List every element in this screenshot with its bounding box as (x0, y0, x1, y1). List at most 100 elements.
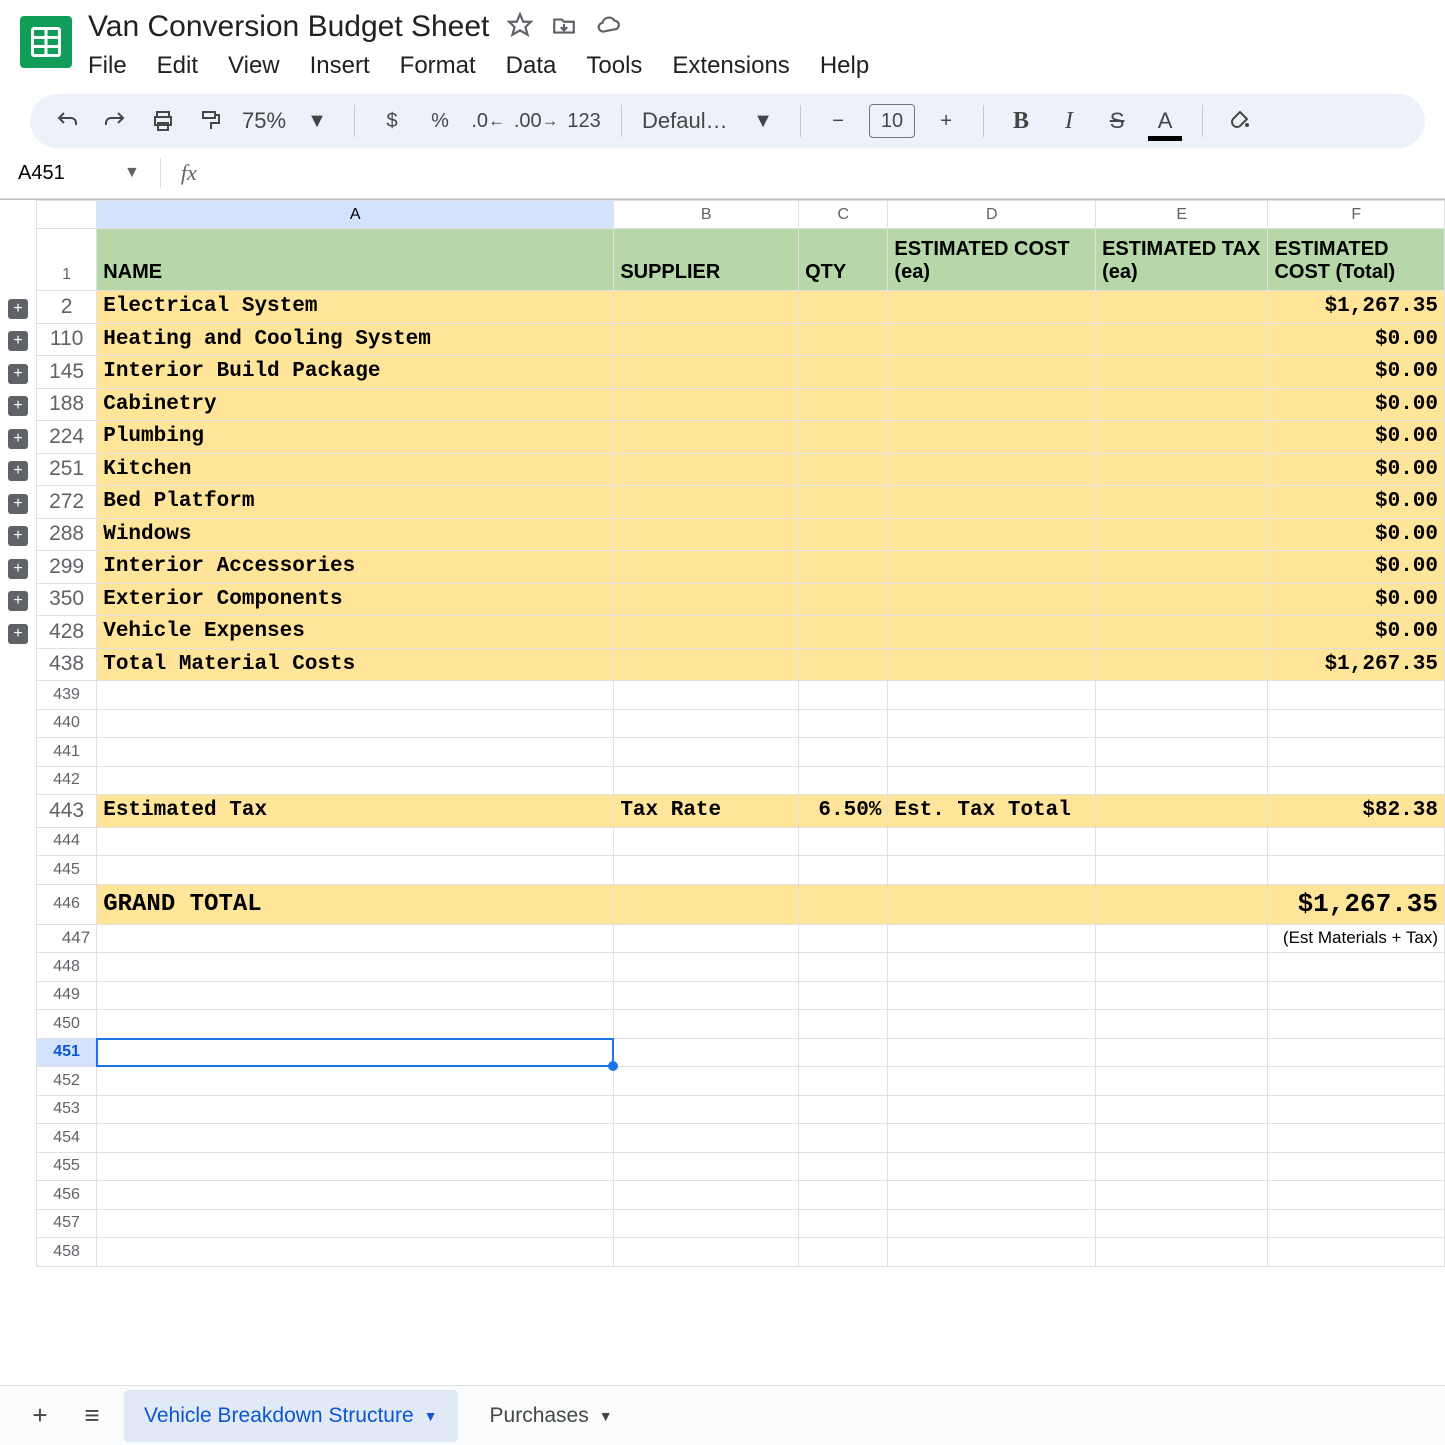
row-num[interactable]: 457 (37, 1209, 97, 1238)
tab-dropdown-icon[interactable]: ▼ (599, 1408, 613, 1424)
cat-total[interactable]: $0.00 (1268, 486, 1445, 519)
expand-icon[interactable]: + (8, 331, 28, 351)
row-num[interactable]: 448 (37, 953, 97, 982)
row-num[interactable]: 456 (37, 1181, 97, 1210)
undo-icon[interactable] (50, 104, 84, 138)
cat-total[interactable]: $0.00 (1268, 356, 1445, 389)
expand-icon[interactable]: + (8, 461, 28, 481)
fontsize-input[interactable]: 10 (869, 104, 915, 138)
note-text[interactable]: (Est Materials + Tax) (1268, 924, 1445, 953)
col-A[interactable]: A (97, 201, 614, 229)
row-num[interactable]: 453 (37, 1095, 97, 1124)
row-num[interactable]: 442 (37, 766, 97, 795)
cat-name[interactable]: Plumbing (97, 421, 614, 454)
menu-format[interactable]: Format (400, 52, 476, 80)
tax-rate-label[interactable]: Tax Rate (614, 795, 799, 828)
menu-insert[interactable]: Insert (310, 52, 370, 80)
expand-icon[interactable]: + (8, 396, 28, 416)
hdr-est-cost-total[interactable]: ESTIMATED COST (Total) (1268, 229, 1445, 291)
print-icon[interactable] (146, 104, 180, 138)
cat-total[interactable]: $0.00 (1268, 616, 1445, 649)
expand-icon[interactable]: + (8, 429, 28, 449)
menu-view[interactable]: View (228, 52, 280, 80)
col-F[interactable]: F (1268, 201, 1445, 229)
cat-total[interactable]: $1,267.35 (1268, 648, 1445, 681)
row-num[interactable]: 451 (37, 1038, 97, 1067)
add-sheet-icon[interactable]: + (20, 1396, 60, 1436)
cat-name[interactable]: Interior Build Package (97, 356, 614, 389)
row-num[interactable]: 443 (37, 795, 97, 828)
menu-data[interactable]: Data (506, 52, 557, 80)
cat-total[interactable]: $0.00 (1268, 421, 1445, 454)
row-num[interactable]: 224 (37, 421, 97, 454)
fill-color-icon[interactable] (1223, 104, 1257, 138)
font-family-dropdown[interactable]: Defaul… (642, 108, 732, 134)
font-dropdown-icon[interactable]: ▼ (746, 104, 780, 138)
cat-name[interactable]: Total Material Costs (97, 648, 614, 681)
row-num[interactable]: 449 (37, 981, 97, 1010)
hdr-supplier[interactable]: SUPPLIER (614, 229, 799, 291)
cat-name[interactable]: Vehicle Expenses (97, 616, 614, 649)
cat-name[interactable]: Bed Platform (97, 486, 614, 519)
doc-title[interactable]: Van Conversion Budget Sheet (88, 10, 489, 44)
row-num[interactable]: 441 (37, 738, 97, 767)
currency-icon[interactable]: $ (375, 104, 409, 138)
cat-total[interactable]: $0.00 (1268, 518, 1445, 551)
row-num[interactable]: 444 (37, 827, 97, 856)
row-num[interactable]: 447 (37, 924, 97, 953)
row-num[interactable]: 145 (37, 356, 97, 389)
expand-icon[interactable]: + (8, 299, 28, 319)
increase-decimal-icon[interactable]: .00→ (519, 104, 553, 138)
expand-icon[interactable]: + (8, 559, 28, 579)
row-num[interactable]: 288 (37, 518, 97, 551)
strikethrough-icon[interactable]: S (1100, 104, 1134, 138)
cat-total[interactable]: $1,267.35 (1268, 291, 1445, 324)
more-formats-icon[interactable]: 123 (567, 104, 601, 138)
tab-purchases[interactable]: Purchases ▼ (470, 1390, 633, 1442)
expand-icon[interactable]: + (8, 624, 28, 644)
hdr-est-cost-ea[interactable]: ESTIMATED COST (ea) (888, 229, 1096, 291)
tax-label[interactable]: Estimated Tax (97, 795, 614, 828)
col-B[interactable]: B (614, 201, 799, 229)
menu-extensions[interactable]: Extensions (672, 52, 789, 80)
star-icon[interactable] (507, 12, 533, 43)
cat-total[interactable]: $0.00 (1268, 388, 1445, 421)
row-num[interactable]: 455 (37, 1152, 97, 1181)
cat-total[interactable]: $0.00 (1268, 583, 1445, 616)
expand-icon[interactable]: + (8, 526, 28, 546)
menu-file[interactable]: File (88, 52, 127, 80)
row-num[interactable]: 251 (37, 453, 97, 486)
row-num[interactable]: 438 (37, 648, 97, 681)
decrease-decimal-icon[interactable]: .0← (471, 104, 505, 138)
row-num[interactable]: 272 (37, 486, 97, 519)
expand-icon[interactable]: + (8, 591, 28, 611)
row-num[interactable]: 439 (37, 681, 97, 710)
zoom-dropdown-icon[interactable]: ▼ (300, 104, 334, 138)
cat-name[interactable]: Interior Accessories (97, 551, 614, 584)
menu-help[interactable]: Help (820, 52, 869, 80)
sheets-logo[interactable] (20, 16, 72, 68)
menu-tools[interactable]: Tools (586, 52, 642, 80)
row-num[interactable]: 454 (37, 1124, 97, 1153)
row-num[interactable]: 2 (37, 291, 97, 324)
row-num[interactable]: 110 (37, 323, 97, 356)
cat-name[interactable]: Cabinetry (97, 388, 614, 421)
fontsize-decrease-icon[interactable]: − (821, 104, 855, 138)
cell[interactable] (1096, 795, 1268, 828)
row-num[interactable]: 440 (37, 709, 97, 738)
cat-name[interactable]: Electrical System (97, 291, 614, 324)
menu-edit[interactable]: Edit (157, 52, 198, 80)
cat-name[interactable]: Heating and Cooling System (97, 323, 614, 356)
redo-icon[interactable] (98, 104, 132, 138)
all-sheets-icon[interactable]: ≡ (72, 1396, 112, 1436)
cloud-icon[interactable] (595, 12, 621, 43)
tab-active[interactable]: Vehicle Breakdown Structure ▼ (124, 1390, 458, 1442)
cat-name[interactable]: Exterior Components (97, 583, 614, 616)
row-num[interactable]: 445 (37, 856, 97, 885)
tax-total-label[interactable]: Est. Tax Total (888, 795, 1096, 828)
text-color-icon[interactable]: A (1148, 104, 1182, 138)
zoom-level[interactable]: 75% (242, 108, 286, 134)
hdr-qty[interactable]: QTY (799, 229, 888, 291)
col-C[interactable]: C (799, 201, 888, 229)
italic-icon[interactable]: I (1052, 104, 1086, 138)
